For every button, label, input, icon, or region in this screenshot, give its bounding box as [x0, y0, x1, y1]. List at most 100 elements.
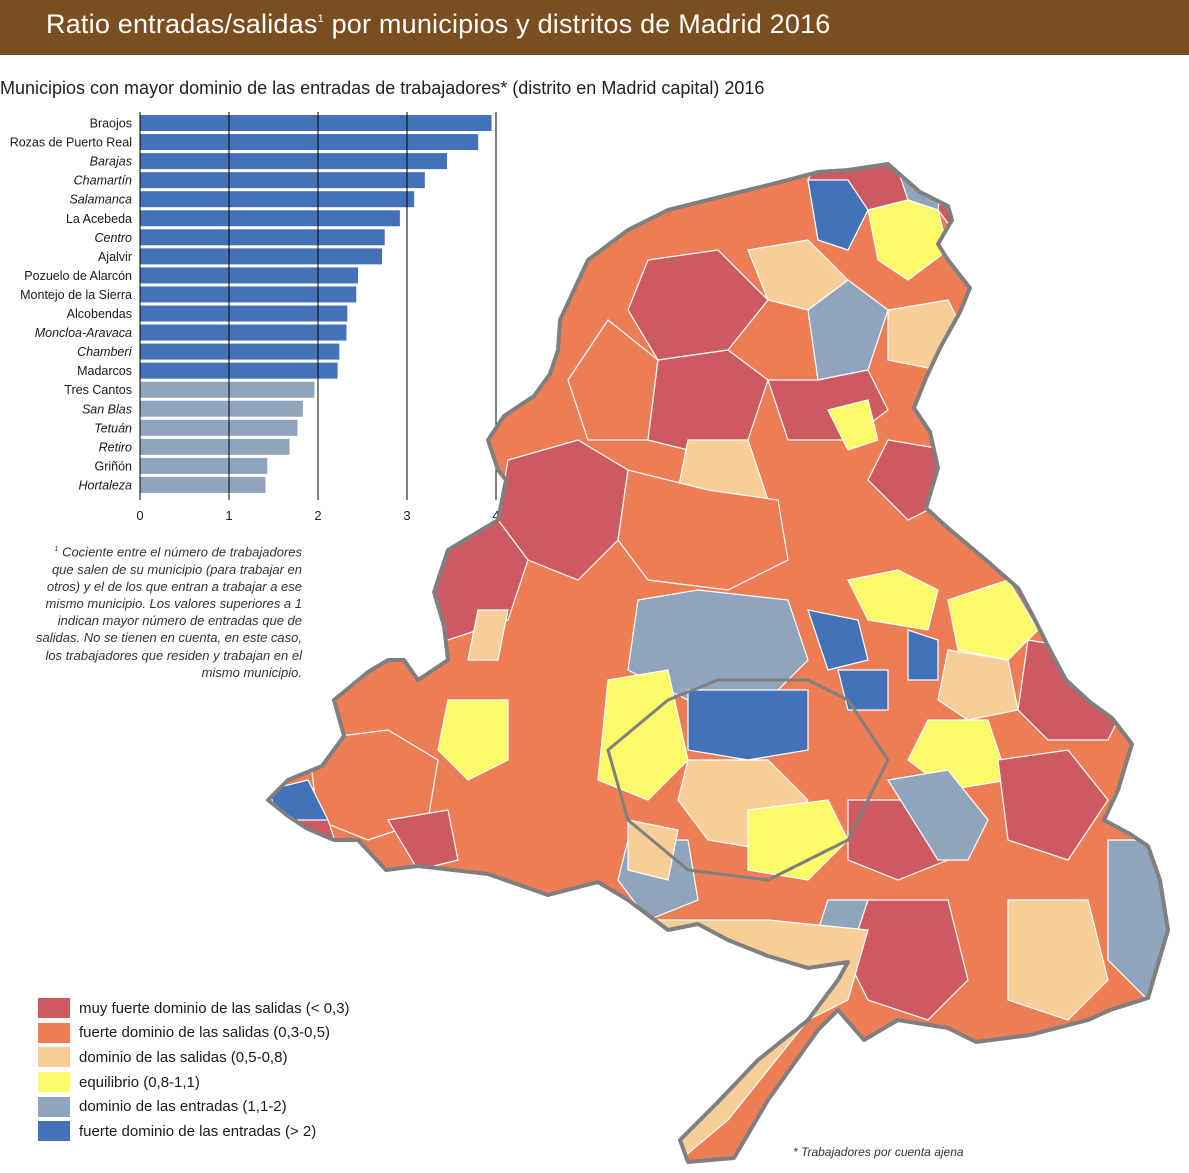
- legend-item: equilibrio (0,8-1,1): [38, 1070, 350, 1095]
- category-label: Barajas: [90, 155, 132, 169]
- bar: [140, 229, 385, 246]
- bar: [140, 172, 425, 189]
- map-outline: [266, 162, 1170, 1164]
- legend-swatch: [38, 1072, 70, 1093]
- legend-swatch: [38, 1096, 70, 1117]
- x-tick-label: 1: [225, 508, 232, 523]
- map-region-e-yellow-2: [947, 579, 1039, 661]
- category-label: Madarcos: [77, 364, 132, 378]
- map-region-se-2: [1007, 899, 1109, 1021]
- bar: [140, 210, 400, 227]
- footnote: 1 Cociente entre el número de trabajador…: [30, 541, 302, 681]
- madrid-choropleth-map: [266, 162, 1170, 1164]
- page-title: Ratio entradas/salidas1 por municipios y…: [46, 9, 831, 40]
- legend-item: dominio de las salidas (0,5-0,8): [38, 1045, 350, 1070]
- legend-label: fuerte dominio de las entradas (> 2): [79, 1122, 317, 1140]
- bar: [140, 191, 415, 208]
- x-tick-label: 0: [136, 508, 143, 523]
- category-label: La Acebeda: [66, 212, 132, 226]
- legend-item: dominio de las entradas (1,1-2): [38, 1094, 350, 1119]
- map-region-madrid-capital: [687, 689, 809, 761]
- legend-item: muy fuerte dominio de las salidas (< 0,3…: [38, 996, 350, 1021]
- map-region-e-1: [937, 649, 1019, 721]
- bar: [140, 305, 348, 322]
- map-region-s-yellow: [747, 799, 849, 881]
- category-label: Retiro: [99, 440, 132, 454]
- bar-chart: Braojos Rozas de Puerto Real Barajas Chamar…: [10, 112, 500, 523]
- legend-label: fuerte dominio de las salidas (0,3-0,5): [79, 1024, 330, 1042]
- bar: [140, 115, 492, 131]
- category-label: Moncloa-Aravaca: [35, 326, 132, 340]
- category-label: Alcobendas: [67, 307, 132, 321]
- footnote-marker: 1: [54, 546, 59, 553]
- category-label: Tetuán: [94, 421, 132, 435]
- bar: [140, 267, 359, 284]
- map-region-sw-2: [387, 809, 459, 871]
- map-region-c-1: [617, 469, 789, 591]
- legend-label: equilibrio (0,8-1,1): [79, 1073, 200, 1091]
- title-main: Ratio entradas/salidas: [46, 9, 318, 39]
- bar: [140, 134, 479, 151]
- category-label: Ajalvir: [98, 250, 132, 264]
- bar: [140, 381, 315, 398]
- map-regions: [268, 164, 1168, 1162]
- category-label: Salamanca: [69, 193, 132, 207]
- header-banner: Ratio entradas/salidas1 por municipios y…: [0, 0, 1189, 55]
- legend-label: muy fuerte dominio de las salidas (< 0,3…: [79, 999, 350, 1017]
- title-footnote-marker: 1: [317, 13, 324, 25]
- chart-subtitle: Municipios con mayor dominio de las entr…: [0, 78, 765, 98]
- map-region-se-1: [997, 749, 1109, 861]
- category-label: Rozas de Puerto Real: [10, 136, 132, 150]
- category-label: Centro: [94, 231, 132, 245]
- bar: [140, 419, 298, 436]
- footnote-text: Cociente entre el número de trabajadores…: [36, 544, 302, 680]
- legend-swatch: [38, 1022, 70, 1043]
- title-rest: por municipios y distritos de Madrid 201…: [323, 9, 831, 39]
- legend-label: dominio de las salidas (0,5-0,8): [79, 1048, 288, 1066]
- bar: [140, 343, 340, 360]
- map-region-w-yellow: [437, 699, 509, 781]
- x-tick-label: 4: [492, 508, 499, 523]
- bar: [140, 286, 357, 303]
- legend-swatch: [38, 1047, 70, 1068]
- map-region-e-2: [1017, 639, 1129, 741]
- bar: [140, 457, 268, 474]
- bar: [140, 476, 266, 493]
- map-region-center-blue-3: [907, 629, 939, 681]
- category-label: Braojos: [90, 117, 132, 131]
- bar: [140, 324, 347, 341]
- category-label: Tres Cantos: [64, 383, 132, 397]
- map-region-se-grey-1: [887, 769, 989, 861]
- legend-item: fuerte dominio de las salidas (0,3-0,5): [38, 1021, 350, 1046]
- bar: [140, 400, 303, 417]
- map-region-s-4: [627, 819, 679, 881]
- map-region-w-3: [467, 609, 509, 661]
- legend-swatch: [38, 998, 70, 1019]
- legend-label: dominio de las entradas (1,1-2): [79, 1098, 287, 1116]
- map-inner-boundary: [606, 678, 890, 882]
- map-region-s-2: [847, 799, 949, 881]
- x-tick-label: 3: [403, 508, 410, 523]
- bar: [140, 248, 383, 265]
- note-text: * Trabajadores por cuenta ajena: [793, 1145, 964, 1159]
- category-label: Montejo de la Sierra: [20, 288, 132, 302]
- map-region-ne-2: [807, 279, 889, 381]
- bar: [140, 153, 448, 170]
- category-label: Griñón: [94, 459, 132, 473]
- map-region-center-blue-1: [807, 609, 869, 671]
- map-region-e-yellow-1: [847, 569, 939, 631]
- map-region-n-2: [567, 319, 659, 441]
- legend-item: fuerte dominio de las entradas (> 2): [38, 1119, 350, 1144]
- map-legend: muy fuerte dominio de las salidas (< 0,3…: [38, 996, 350, 1144]
- category-label: Chamberí: [77, 345, 133, 359]
- bar: [140, 362, 338, 379]
- x-tick-label: 2: [314, 508, 321, 523]
- map-region-north-blue: [807, 179, 869, 251]
- bar: [140, 438, 290, 455]
- legend-swatch: [38, 1121, 70, 1142]
- map-region-n-6: [827, 399, 879, 451]
- category-label: Hortaleza: [79, 478, 133, 492]
- category-label: Chamartín: [74, 174, 132, 188]
- category-label: Pozuelo de Alarcón: [24, 269, 132, 283]
- category-label: San Blas: [82, 402, 132, 416]
